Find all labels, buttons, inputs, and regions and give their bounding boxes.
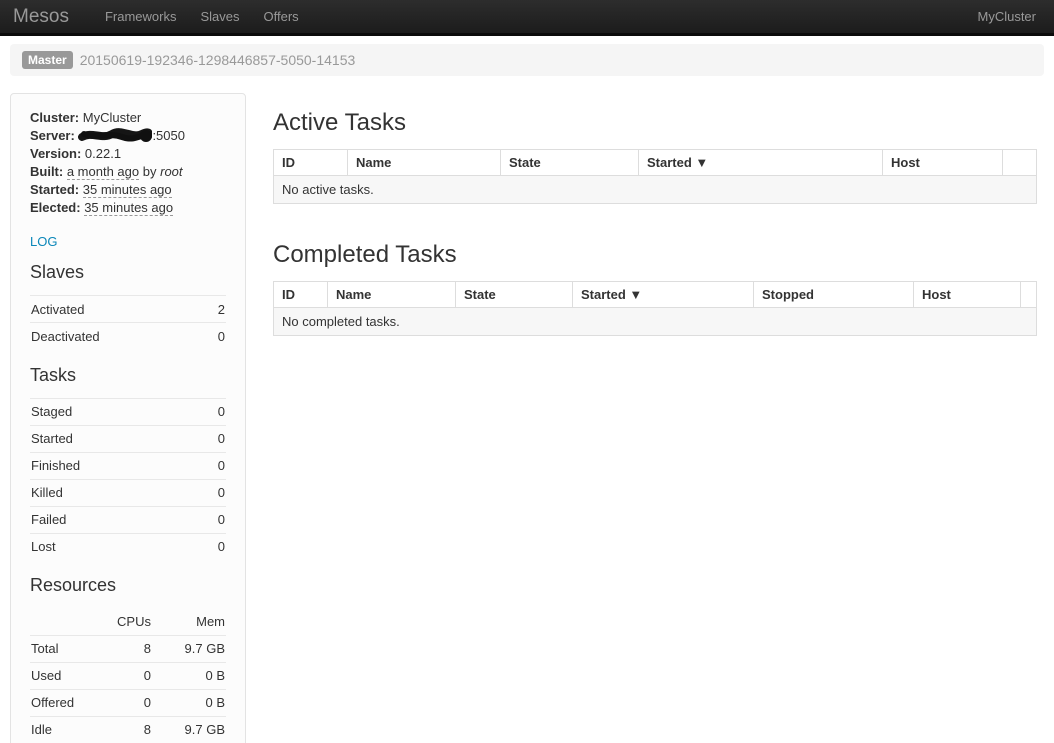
info-server: Server: :5050 [30, 128, 185, 143]
completed-col-host[interactable]: Host [913, 281, 1021, 308]
nav-item-slaves[interactable]: Slaves [200, 9, 240, 24]
resources-used-mem: 0 B [152, 661, 226, 689]
tasks-table: Staged 0 Started 0 Finished 0 Killed 0 F… [30, 397, 226, 560]
master-id: 20150619-192346-1298446857-5050-14153 [79, 52, 356, 68]
table-row: Deactivated 0 [30, 322, 226, 350]
tasks-staged-value: 0 [196, 397, 226, 425]
resources-table: CPUs Mem Total 8 9.7 GB Used 0 0 B Offer… [30, 608, 226, 743]
active-col-state[interactable]: State [500, 149, 639, 176]
tasks-failed-label: Failed [30, 505, 197, 533]
main-content: Active Tasks ID Name State Started ▼ Hos… [273, 93, 1037, 336]
tasks-section-title: Tasks [30, 364, 77, 385]
completed-col-id[interactable]: ID [273, 281, 328, 308]
slaves-deactivated-label: Deactivated [30, 322, 204, 350]
table-row: Total 8 9.7 GB [30, 634, 226, 662]
top-navbar: Mesos Frameworks Slaves Offers MyCluster [0, 0, 1054, 36]
tasks-lost-label: Lost [30, 532, 197, 560]
master-badge: Master [22, 51, 73, 69]
resources-idle-mem: 9.7 GB [152, 715, 226, 743]
tasks-started-label: Started [30, 424, 197, 452]
slaves-section-title: Slaves [30, 262, 85, 282]
tasks-finished-label: Finished [30, 451, 197, 479]
resources-idle-cpus: 8 [90, 715, 152, 743]
info-elected: Elected: 35 minutes ago [30, 200, 174, 216]
resources-col-mem: Mem [196, 613, 225, 629]
info-version: Version: 0.22.1 [30, 146, 122, 161]
table-row: Started 0 [30, 424, 226, 452]
completed-col-name[interactable]: Name [327, 281, 456, 308]
resources-used-cpus: 0 [90, 661, 152, 689]
nav-item-offers[interactable]: Offers [263, 9, 299, 24]
tasks-failed-value: 0 [196, 505, 226, 533]
table-row: Activated 2 [30, 295, 226, 323]
table-row: No completed tasks. [273, 307, 1037, 336]
table-row: Offered 0 0 B [30, 688, 226, 716]
tasks-finished-value: 0 [196, 451, 226, 479]
completed-col-started-sorted[interactable]: Started ▼ [572, 281, 754, 308]
resources-offered-label: Offered [30, 688, 90, 716]
nav-item-frameworks[interactable]: Frameworks [104, 9, 177, 24]
slaves-activated-value: 2 [203, 295, 226, 323]
table-row: Killed 0 [30, 478, 226, 506]
resources-total-cpus: 8 [90, 634, 152, 662]
completed-col-stopped[interactable]: Stopped [753, 281, 914, 308]
completed-tasks-table: ID Name State Started ▼ Stopped Host No … [273, 281, 1037, 336]
breadcrumb: Master 20150619-192346-1298446857-5050-1… [10, 44, 1044, 76]
active-col-id[interactable]: ID [273, 149, 348, 176]
completed-tasks-title: Completed Tasks [273, 241, 457, 268]
info-cluster: Cluster: MyCluster [30, 110, 142, 125]
table-row: Finished 0 [30, 451, 226, 479]
tasks-staged-label: Staged [30, 397, 197, 425]
active-col-host[interactable]: Host [882, 149, 1003, 176]
completed-col-actions [1020, 281, 1037, 308]
log-link[interactable]: LOG [30, 234, 58, 249]
server-ip-redaction [78, 128, 154, 143]
info-started: Started: 35 minutes ago [30, 182, 172, 198]
resources-offered-cpus: 0 [90, 688, 152, 716]
resources-idle-label: Idle [30, 715, 90, 743]
active-col-name[interactable]: Name [347, 149, 501, 176]
resources-corner [30, 608, 90, 635]
active-tasks-table: ID Name State Started ▼ Host No active t… [273, 149, 1037, 204]
cluster-info: Cluster: MyCluster Server: :5050 Version… [30, 109, 226, 217]
table-row: Idle 8 9.7 GB [30, 715, 226, 743]
table-header-row: ID Name State Started ▼ Host [273, 149, 1037, 176]
slaves-activated-label: Activated [30, 295, 204, 323]
sidebar-panel: Cluster: MyCluster Server: :5050 Version… [10, 93, 246, 743]
active-col-actions [1002, 149, 1037, 176]
table-row: No active tasks. [273, 175, 1037, 204]
active-tasks-title: Active Tasks [273, 109, 406, 136]
navbar-cluster-name: MyCluster [977, 9, 1036, 24]
resources-used-label: Used [30, 661, 90, 689]
active-tasks-empty-message: No active tasks. [273, 175, 1037, 204]
completed-col-state[interactable]: State [455, 281, 573, 308]
resources-total-label: Total [30, 634, 90, 662]
table-row: Lost 0 [30, 532, 226, 560]
info-built: Built: a month ago by root [30, 164, 183, 180]
resources-col-cpus: CPUs [117, 613, 151, 629]
table-row: Used 0 0 B [30, 661, 226, 689]
table-row: Failed 0 [30, 505, 226, 533]
resources-section-title: Resources [30, 575, 117, 595]
completed-tasks-empty-message: No completed tasks. [273, 307, 1037, 336]
resources-offered-mem: 0 B [152, 688, 226, 716]
slaves-deactivated-value: 0 [203, 322, 226, 350]
table-row: CPUs Mem [30, 608, 226, 635]
tasks-killed-value: 0 [196, 478, 226, 506]
tasks-started-value: 0 [196, 424, 226, 452]
brand-mesos[interactable]: Mesos [13, 5, 69, 27]
slaves-table: Activated 2 Deactivated 0 [30, 295, 226, 350]
tasks-killed-label: Killed [30, 478, 197, 506]
resources-total-mem: 9.7 GB [152, 634, 226, 662]
active-col-started-sorted[interactable]: Started ▼ [638, 149, 883, 176]
tasks-lost-value: 0 [196, 532, 226, 560]
table-row: Staged 0 [30, 397, 226, 425]
table-header-row: ID Name State Started ▼ Stopped Host [273, 281, 1037, 308]
